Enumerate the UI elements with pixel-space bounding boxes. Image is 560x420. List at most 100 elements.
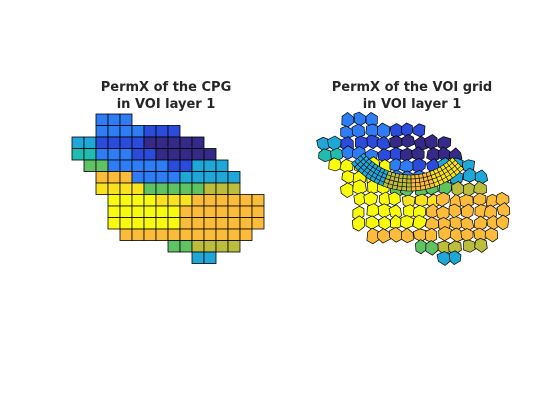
cpg-cell [215,205,229,218]
cpg-cell [215,182,229,195]
cpg-cell [131,148,145,161]
cpg-cell [95,148,109,161]
cpg-cell [95,171,109,184]
cpg-cell [179,136,193,149]
cpg-cell [107,148,121,161]
cpg-cell [131,194,145,207]
voi-cell [328,157,342,172]
cpg-cell [203,182,217,195]
cpg-cell [227,182,241,195]
voi-cell [474,215,488,231]
cpg-cell [203,148,217,161]
voi-cell [401,133,415,148]
voi-cell [376,135,391,151]
cpg-cell [239,194,253,207]
cpg-cell [191,240,205,253]
voi-cell [388,191,401,206]
cpg-cell [131,228,145,241]
cpg-cell [191,194,205,207]
cpg-cell [107,182,121,195]
cpg-cell [119,159,133,172]
cpg-cell [179,205,193,218]
cpg-cell [203,240,217,253]
voi-cell [413,123,426,138]
voi-cell [415,239,428,255]
cpg-cell [203,228,217,241]
cpg-cell [203,205,217,218]
voi-cell [365,215,380,230]
cpg-cell [191,148,205,161]
cpg-cell [191,159,205,172]
cpg-cell [155,125,169,138]
cpg-cell [119,217,133,230]
cpg-cell [95,159,109,172]
voi-cell [340,182,354,198]
cpg-cell [179,182,193,195]
cpg-cell [71,148,85,161]
voi-cell [484,227,499,243]
left-title-line2: in VOI layer 1 [116,97,216,112]
cpg-cell [179,159,193,172]
cpg-cell [191,136,205,149]
cpg-cell [119,228,133,241]
cpg-cell [191,182,205,195]
voi-cell [378,215,392,231]
cpg-cell [155,171,169,184]
cpg-cell [215,217,229,230]
cpg-cell [203,217,217,230]
voi-cell [448,250,462,266]
cpg-cell [131,159,145,172]
cpg-cell [131,125,145,138]
cpg-cell [143,148,157,161]
cpg-cell [143,159,157,172]
cpg-cell [179,228,193,241]
left-panel-title: PermX of the CPG in VOI layer 1 [46,79,286,113]
voi-cell [351,123,366,138]
cpg-cell [131,171,145,184]
well-refinement-arc [354,160,462,188]
cpg-cell [251,194,265,207]
cpg-cell [95,136,109,149]
cpg-cell [155,194,169,207]
cpg-cell [179,217,193,230]
well-refinement-arc [360,155,456,180]
cpg-cell [107,113,121,126]
cpg-cell [143,136,157,149]
cpg-cell [179,240,193,253]
cpg-cell [251,217,265,230]
voi-cell [425,240,439,256]
cpg-cell [119,205,133,218]
cpg-cell [119,113,133,126]
cpg-cell [227,228,241,241]
voi-cell [327,135,342,152]
voi-cell [435,192,451,208]
voi-cell [389,135,403,149]
cpg-cell [155,228,169,241]
cpg-cell [227,171,241,184]
cpg-cell [95,113,109,126]
cpg-cell [167,171,181,184]
cpg-cell [155,182,169,195]
cpg-cell [167,205,181,218]
cpg-cell [167,182,181,195]
cpg-cell [191,171,205,184]
cpg-cell [215,194,229,207]
cpg-cell [191,205,205,218]
cpg-cell [131,217,145,230]
cpg-cell [83,159,97,172]
voi-cell [414,193,429,208]
cpg-cell [107,205,121,218]
cpg-cell [215,228,229,241]
cpg-cell [131,205,145,218]
cpg-cell [107,125,121,138]
cpg-cell [131,182,145,195]
cpg-cell [227,205,241,218]
cpg-cell [191,251,205,264]
cpg-cell [203,171,217,184]
cpg-cell [239,217,253,230]
cpg-cell [83,136,97,149]
cpg-cell [155,159,169,172]
cpg-cell [83,148,97,161]
